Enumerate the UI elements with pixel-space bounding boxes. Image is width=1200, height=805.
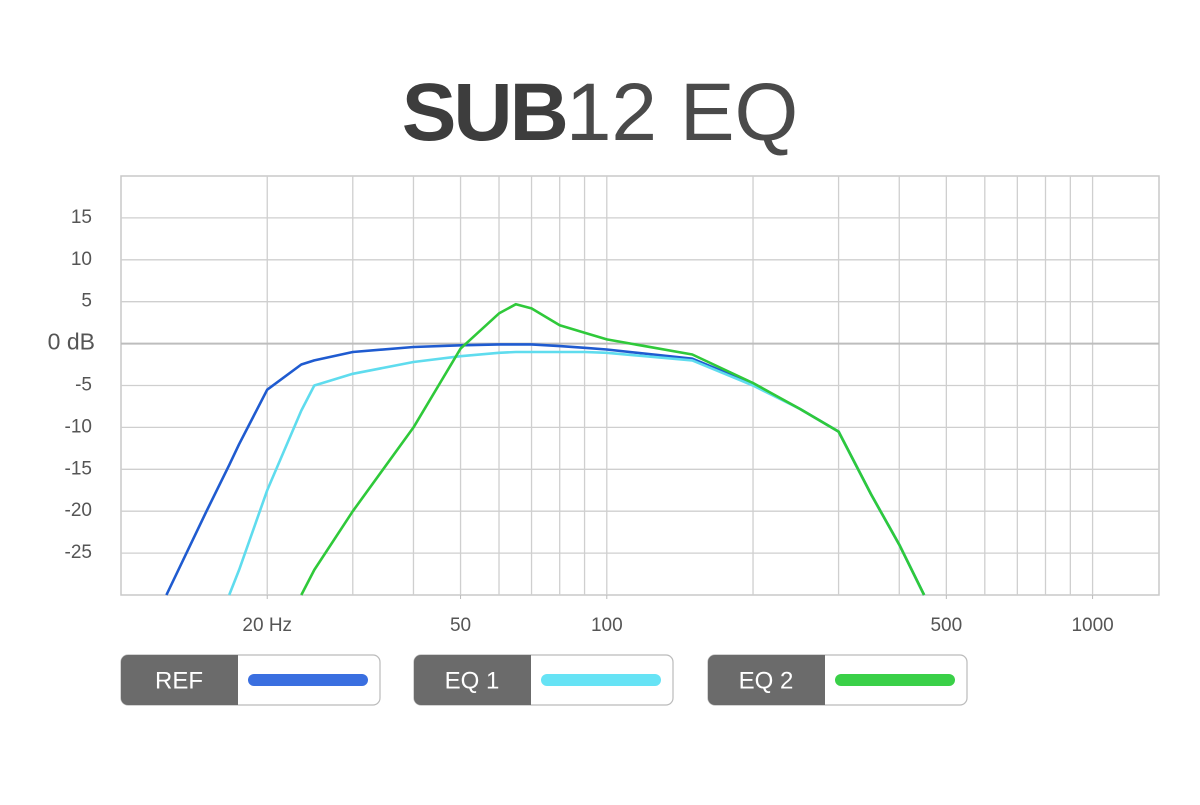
legend-label-bg — [708, 655, 825, 705]
y-tick-label: 15 — [71, 207, 92, 228]
legend-item: EQ 2 — [707, 654, 968, 706]
x-tick-label: 20 Hz — [242, 615, 292, 636]
y-tick-label: -5 — [75, 375, 92, 396]
title-light: 12 EQ — [566, 67, 798, 158]
y-tick-label: -20 — [65, 500, 92, 521]
legend-label: EQ 1 — [445, 667, 500, 694]
legend-item: EQ 1 — [413, 654, 674, 706]
series-line — [300, 302, 926, 596]
x-tick-label: 1000 — [1071, 615, 1113, 636]
y-tick-label: -25 — [65, 542, 92, 563]
legend-item: REF — [120, 654, 381, 706]
y-tick-label: 5 — [81, 291, 92, 312]
legend-label: EQ 2 — [739, 667, 794, 694]
series-line — [227, 350, 926, 596]
legend-label-bg — [414, 655, 531, 705]
title-bold: SUB — [402, 67, 566, 158]
y-tick-label: 10 — [71, 249, 92, 270]
x-tick-label: 50 — [450, 615, 471, 636]
x-tick-label: 100 — [591, 615, 623, 636]
grid — [121, 176, 1159, 595]
legend-label-bg — [121, 655, 238, 705]
y-tick-label: -10 — [65, 416, 92, 437]
legend-label: REF — [155, 667, 203, 694]
x-tick-label: 500 — [930, 615, 962, 636]
chart-title: SUB12 EQ — [402, 67, 799, 158]
y-tick-label: 0 dB — [48, 329, 95, 355]
y-tick-label: -15 — [65, 458, 92, 479]
